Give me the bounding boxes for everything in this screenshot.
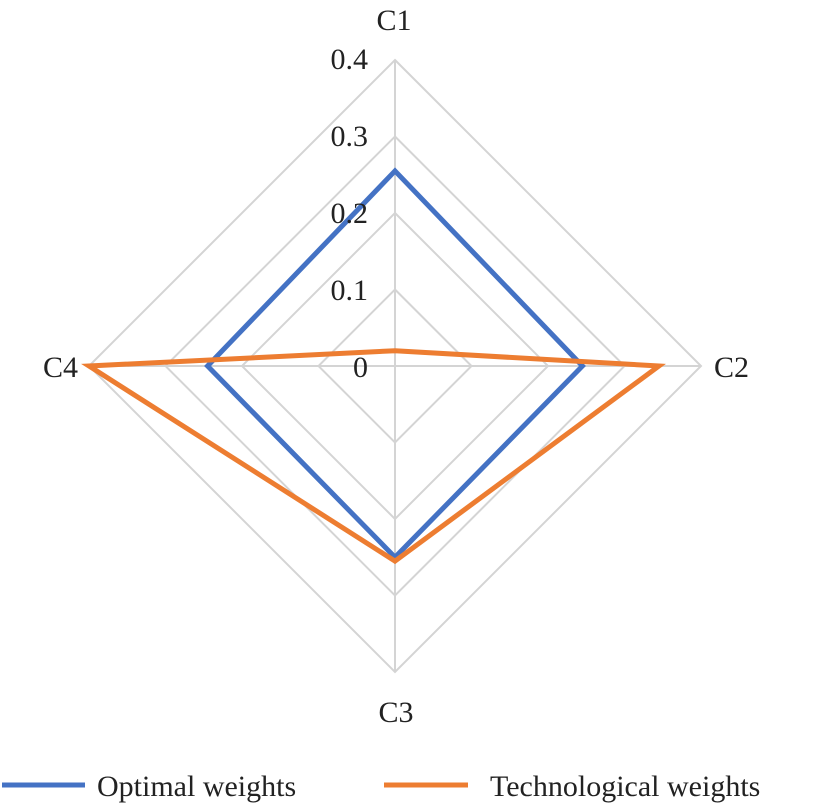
tick-label-4: 0.4 [331, 43, 369, 76]
axis-label-c1: C1 [376, 4, 411, 37]
legend-item-optimal: Optimal weights [2, 770, 296, 803]
series-line-0 [204, 167, 586, 561]
axis-label-c4: C4 [43, 351, 78, 384]
tick-label-3: 0.3 [331, 120, 369, 153]
tick-label-2: 0.2 [331, 197, 369, 230]
tick-label-0: 0 [353, 351, 368, 384]
series-line-1 [81, 348, 666, 565]
legend: Optimal weights Technological weights [2, 770, 760, 803]
axis-label-c3: C3 [378, 696, 413, 729]
legend-label-optimal: Optimal weights [97, 770, 296, 803]
radial-ticks: 0 0.1 0.2 0.3 0.4 [331, 43, 369, 384]
grid [87, 58, 703, 674]
legend-label-technological: Technological weights [490, 770, 760, 803]
axis-label-c2: C2 [714, 351, 749, 384]
tick-label-1: 0.1 [331, 274, 369, 307]
axis-labels: C1 C2 C3 C4 [43, 4, 749, 729]
legend-item-technological: Technological weights [384, 770, 760, 803]
series-group [81, 167, 666, 565]
